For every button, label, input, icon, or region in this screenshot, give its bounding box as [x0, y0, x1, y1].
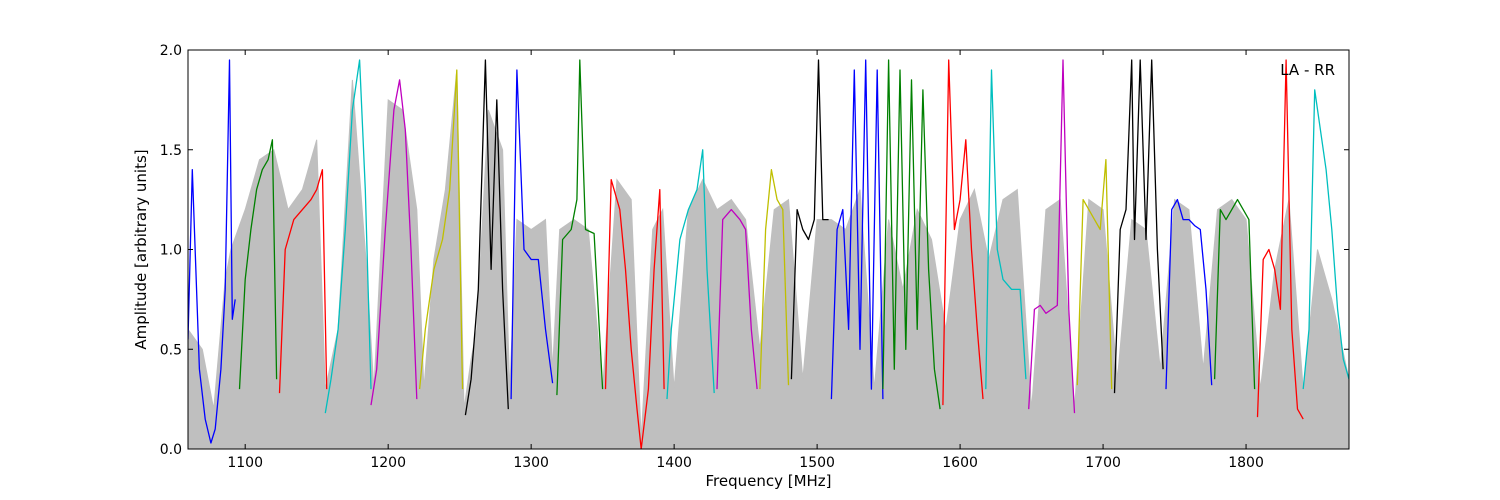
y-axis-label: Amplitude [arbitrary units] — [132, 149, 150, 349]
y-tick-label: 2.0 — [160, 43, 182, 59]
series-line-5 — [370, 79, 418, 406]
y-tick-label: 1.5 — [160, 143, 182, 159]
series-line-17 — [942, 59, 984, 406]
series-line-19 — [1028, 59, 1076, 414]
series-line-12 — [716, 208, 758, 390]
series-line-21 — [1113, 59, 1164, 394]
series-line-11 — [666, 149, 715, 400]
series-line-22 — [1165, 198, 1213, 390]
x-tick-label: 1600 — [942, 455, 978, 471]
series-line-9 — [556, 59, 604, 396]
y-tick-label: 1.0 — [160, 243, 182, 259]
y-tick-label: 0.5 — [160, 342, 182, 358]
series-line-15 — [830, 59, 884, 400]
series-line-25 — [1302, 89, 1349, 390]
x-tick-label: 1300 — [513, 455, 549, 471]
x-tick-label: 1400 — [656, 455, 692, 471]
series-line-1 — [188, 59, 236, 444]
x-tick-label: 1700 — [1085, 455, 1121, 471]
x-tick-label: 1800 — [1228, 455, 1264, 471]
axis-ticks: 1100 1200 1300 1400 1500 1600 1700 1800 0.0 0.5 1.… — [160, 43, 1349, 471]
series-line-8 — [510, 69, 554, 400]
series-line-4 — [324, 59, 372, 414]
series-line-10 — [604, 179, 665, 449]
series-line-3 — [278, 169, 328, 394]
series-line-6 — [418, 69, 464, 390]
series-line-23 — [1213, 198, 1256, 390]
x-tick-label: 1200 — [370, 455, 406, 471]
series-line-14 — [790, 59, 829, 380]
series-line-18 — [985, 69, 1027, 390]
series-line-13 — [759, 169, 790, 390]
x-tick-label: 1100 — [227, 455, 263, 471]
series-line-20 — [1076, 159, 1113, 390]
y-tick-label: 0.0 — [160, 442, 182, 458]
x-tick-label: 1500 — [799, 455, 835, 471]
series-group — [188, 59, 1349, 449]
series-line-7 — [464, 59, 509, 416]
x-axis-label: Frequency [MHz] — [705, 472, 831, 490]
series-line-2 — [238, 139, 278, 390]
series-line-24 — [1256, 59, 1304, 420]
chart-annotation: LA - RR — [1280, 61, 1335, 79]
series-line-16 — [882, 59, 941, 410]
